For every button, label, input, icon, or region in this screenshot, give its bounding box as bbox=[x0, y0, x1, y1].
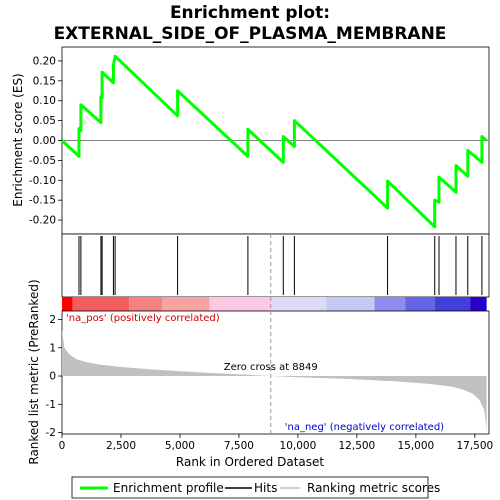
x-tick-label: 7,500 bbox=[224, 440, 254, 452]
x-tick-label: 2,500 bbox=[106, 440, 136, 452]
metric-y-tick-label: 1 bbox=[49, 342, 56, 354]
hit-markers bbox=[78, 236, 483, 295]
zero-cross-label: Zero cross at 8849 bbox=[224, 362, 318, 373]
legend-label-enrichment-profile: Enrichment profile bbox=[113, 481, 224, 495]
x-tick-label: 0 bbox=[59, 440, 66, 452]
ranking-metric-area bbox=[62, 329, 487, 431]
heatmap-segment bbox=[270, 297, 327, 311]
heatmap-segment bbox=[129, 297, 163, 311]
hits-panel bbox=[61, 233, 490, 311]
metric-y-ticks: -2 -1 0 1 2 bbox=[46, 314, 62, 439]
negative-correlation-label: 'na_neg' (negatively correlated) bbox=[285, 422, 444, 433]
heatmap-segment bbox=[162, 297, 210, 311]
x-tick-label: 15,000 bbox=[397, 440, 434, 452]
es-y-tick-label: 0.20 bbox=[33, 55, 56, 67]
metric-y-tick-label: -2 bbox=[46, 427, 56, 439]
legend: Enrichment profile Hits Ranking metric s… bbox=[71, 476, 440, 499]
x-axis-label: Rank in Ordered Dataset bbox=[176, 455, 324, 469]
enrichment-profile-line bbox=[60, 54, 488, 229]
heatmap-segment bbox=[209, 297, 271, 311]
es-y-tick-label: 0.00 bbox=[33, 135, 56, 147]
es-y-tick-label: -0.05 bbox=[29, 155, 56, 167]
heatmap-segment bbox=[326, 297, 375, 311]
heatmap-segment bbox=[405, 297, 435, 311]
legend-label-ranking-metric: Ranking metric scores bbox=[307, 481, 440, 495]
x-tick-label: 12,500 bbox=[339, 440, 376, 452]
x-axis-ticks: 0 2,500 5,000 7,500 10,000 12,500 15,000 17,500 bbox=[59, 434, 493, 452]
es-y-tick-label: -0.20 bbox=[29, 215, 56, 227]
heatmap-segment bbox=[374, 297, 406, 311]
x-tick-label: 10,000 bbox=[280, 440, 317, 452]
heatmap-segment bbox=[434, 297, 471, 311]
es-y-tick-label: 0.10 bbox=[33, 95, 56, 107]
x-tick-label: 17,500 bbox=[456, 440, 493, 452]
heatmap-segment bbox=[62, 297, 73, 311]
positive-correlation-label: 'na_pos' (positively correlated) bbox=[66, 313, 220, 324]
heatmap-segment bbox=[72, 297, 130, 311]
es-y-axis-label: Enrichment score (ES) bbox=[11, 73, 25, 206]
chart-title-line-2: EXTERNAL_SIDE_OF_PLASMA_MEMBRANE bbox=[54, 24, 447, 44]
es-y-tick-label: 0.15 bbox=[33, 75, 56, 87]
chart-title-line-1: Enrichment plot: bbox=[170, 3, 330, 23]
metric-y-tick-label: 2 bbox=[49, 314, 56, 326]
legend-label-hits: Hits bbox=[254, 481, 277, 495]
metric-y-tick-label: 0 bbox=[49, 371, 56, 383]
metric-y-tick-label: -1 bbox=[46, 399, 56, 411]
heatmap-segment bbox=[470, 297, 487, 311]
rank-heatmap-bar bbox=[62, 297, 487, 311]
es-panel: -0.20 -0.15 -0.10 -0.05 0.00 0.05 0.10 0.15 0.20… bbox=[11, 46, 490, 235]
es-y-ticks: -0.20 -0.15 -0.10 -0.05 0.00 0.05 0.10 0.15 0.20 bbox=[29, 55, 62, 227]
x-tick-label: 5,000 bbox=[165, 440, 195, 452]
metric-y-axis-label: Ranked list metric (PreRanked) bbox=[27, 279, 41, 464]
hits-panel-frame bbox=[61, 233, 490, 298]
es-y-tick-label: 0.05 bbox=[33, 115, 56, 127]
es-y-tick-label: -0.15 bbox=[29, 195, 56, 207]
es-y-tick-label: -0.10 bbox=[29, 175, 56, 187]
metric-panel: Zero cross at 8849 'na_pos' (positively … bbox=[27, 234, 490, 465]
